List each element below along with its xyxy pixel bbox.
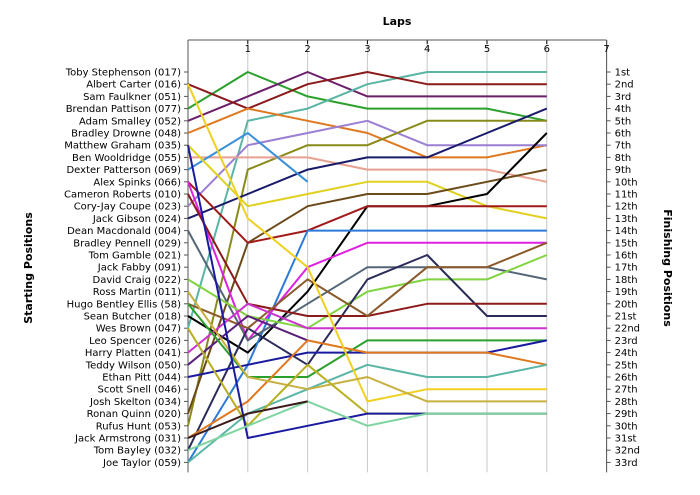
start-label: Matthew Graham (035)	[64, 141, 181, 152]
series-line-5	[187, 107, 547, 159]
x-tick-label: 5	[484, 44, 490, 55]
finish-label: 24th	[615, 348, 638, 359]
start-label: Leo Spencer (026)	[89, 336, 181, 347]
series-line-32	[187, 400, 547, 452]
start-label: Brendan Pattison (077)	[66, 104, 181, 115]
finish-label: 16th	[615, 251, 638, 262]
x-tick-label: 7	[603, 44, 609, 55]
finish-label: 11th	[615, 190, 638, 201]
start-label: Cameron Roberts (010)	[64, 190, 181, 201]
finish-label: 13th	[615, 214, 638, 225]
series-line-3	[187, 71, 547, 329]
start-label: Tom Gamble (021)	[88, 251, 182, 262]
finish-label: 2nd	[615, 80, 634, 91]
finish-label: 5th	[615, 116, 632, 127]
finish-label: 1st	[615, 68, 631, 79]
start-label: Ronan Quinn (020)	[87, 409, 181, 420]
x-tick-label: 1	[245, 44, 251, 55]
finish-label: 18th	[615, 275, 638, 286]
finish-label: 4th	[615, 104, 632, 115]
finish-label: 25th	[615, 360, 638, 371]
series-line-7	[187, 119, 547, 427]
series-line-29	[187, 291, 547, 403]
start-label: Albert Carter (016)	[86, 80, 181, 91]
start-label: Harry Platten (041)	[85, 348, 181, 359]
x-tick-label: 3	[364, 44, 370, 55]
x-tick-label: 4	[424, 44, 430, 55]
series-line-14	[187, 181, 547, 244]
finish-label: 17th	[615, 263, 638, 274]
start-label: Dean Macdonald (004)	[67, 226, 181, 237]
series-line-28	[187, 83, 547, 403]
finish-label: 26th	[615, 373, 638, 384]
start-label: Sam Faulkner (051)	[83, 92, 181, 103]
start-label: Hugo Bentley Ellis (58)	[67, 299, 181, 310]
finish-label: 6th	[615, 129, 632, 140]
series-line-9	[187, 107, 548, 220]
series-line-33	[187, 400, 308, 439]
finish-label: 22nd	[615, 324, 640, 335]
start-label: Jack Gibson (024)	[92, 214, 181, 225]
finish-label: 10th	[615, 177, 638, 188]
finish-label: 20th	[615, 299, 638, 310]
finish-label: 12th	[615, 202, 638, 213]
finish-label: 21st	[615, 312, 637, 323]
finish-label: 30th	[615, 421, 638, 432]
series-line-2	[187, 71, 547, 122]
finish-label: 31st	[615, 434, 637, 445]
start-label: Rufus Hunt (053)	[96, 421, 181, 432]
start-label: Toby Stephenson (017)	[65, 68, 181, 79]
finish-label: 27th	[615, 385, 638, 396]
start-label: Adam Smalley (052)	[79, 116, 181, 127]
start-label: Jack Armstrong (031)	[74, 434, 181, 445]
start-label: Teddy Wilson (050)	[85, 360, 181, 371]
x-axis-title: Laps	[383, 15, 412, 28]
start-label: Tom Bayley (032)	[93, 446, 181, 457]
finish-label: 32nd	[615, 446, 640, 457]
x-tick-label: 6	[544, 44, 550, 55]
start-label: Scott Snell (046)	[98, 385, 182, 396]
start-label: Sean Butcher (018)	[84, 312, 182, 323]
series-line-1	[187, 71, 547, 122]
start-label: Bradley Pennell (029)	[73, 238, 181, 249]
start-label: Bradley Drowne (048)	[71, 129, 181, 140]
start-label: Dexter Patterson (069)	[66, 165, 181, 176]
start-label: Wes Brown (047)	[96, 324, 181, 335]
finish-label: 33rd	[615, 458, 638, 469]
series-line-10	[187, 132, 309, 183]
start-label: Cory-Jay Coupe (023)	[74, 202, 181, 213]
y-axis-title-right: Finishing Positions	[661, 209, 674, 327]
start-label: Ben Wooldridge (055)	[72, 153, 181, 164]
start-label: Jack Fabby (091)	[97, 263, 181, 274]
start-label: Joe Taylor (059)	[102, 458, 181, 469]
finish-label: 29th	[615, 409, 638, 420]
finish-label: 15th	[615, 238, 638, 249]
finish-label: 14th	[615, 226, 638, 237]
start-label: Josh Skelton (034)	[89, 397, 181, 408]
y-axis-title-left: Starting Positions	[22, 212, 35, 324]
series-line-21	[187, 241, 548, 330]
start-label: Ross Martin (011)	[93, 287, 181, 298]
finish-label: 3rd	[615, 92, 632, 103]
finish-label: 28th	[615, 397, 638, 408]
x-tick-label: 2	[304, 44, 310, 55]
start-label: Alex Spinks (066)	[93, 177, 181, 188]
finish-label: 23rd	[615, 336, 638, 347]
finish-label: 9th	[615, 165, 632, 176]
finish-label: 19th	[615, 287, 638, 298]
start-label: Ethan Pitt (044)	[102, 373, 181, 384]
series-line-22	[187, 302, 547, 354]
start-label: David Craig (022)	[93, 275, 182, 286]
series-line-26	[187, 339, 547, 439]
series-line-6	[187, 119, 547, 207]
series-line-23	[187, 315, 308, 366]
finish-label: 7th	[615, 141, 632, 152]
finish-label: 8th	[615, 153, 632, 164]
series-line-8	[188, 156, 547, 183]
